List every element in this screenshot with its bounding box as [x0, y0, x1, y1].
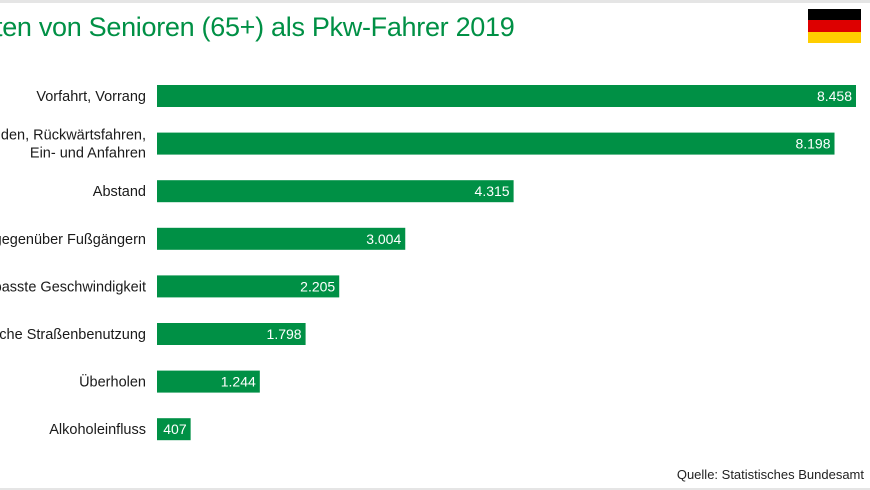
category-label-2-line-2: Ein- und Anfahren: [30, 146, 146, 162]
value-label-8: 407: [163, 421, 187, 437]
top-rule: [0, 0, 870, 3]
bar-2: [157, 132, 835, 155]
category-label-5: passte Geschwindigkeit: [0, 279, 146, 295]
bar-6: [157, 323, 306, 345]
german-flag-icon: [808, 9, 861, 43]
category-label-2-line-1: nden, Rückwärtsfahren,: [0, 128, 146, 144]
category-label-6: sche Straßenbenutzung: [0, 327, 146, 343]
value-label-3: 4.315: [475, 183, 510, 199]
bar-1: [157, 85, 856, 107]
bar-8: [157, 418, 191, 441]
flag-stripe-red: [808, 20, 861, 32]
value-label-6: 1.798: [267, 326, 302, 342]
category-label-1: Vorfahrt, Vorrang: [36, 89, 146, 105]
value-label-1: 8.458: [817, 88, 852, 104]
category-label-7: Überholen: [79, 373, 146, 391]
value-label-7: 1.244: [221, 374, 256, 390]
flag-stripe-gold: [808, 31, 861, 43]
bottom-rule: [0, 488, 870, 490]
bar-4: [157, 227, 406, 250]
flag-stripe-black: [808, 9, 861, 21]
bar-3: [157, 180, 514, 203]
chart-title: ten von Senioren (65+) als Pkw-Fahrer 20…: [0, 12, 515, 42]
bar-5: [157, 275, 340, 298]
category-label-8: Alkoholeinfluss: [49, 422, 146, 438]
value-label-5: 2.205: [300, 278, 335, 294]
value-label-4: 3.004: [366, 231, 401, 247]
bar-7: [157, 370, 260, 393]
category-label-3: Abstand: [93, 184, 146, 200]
value-label-2: 8.198: [795, 136, 830, 152]
category-label-4: gegenüber Fußgängern: [0, 232, 146, 248]
source-note: Quelle: Statistisches Bundesamt: [676, 467, 864, 482]
